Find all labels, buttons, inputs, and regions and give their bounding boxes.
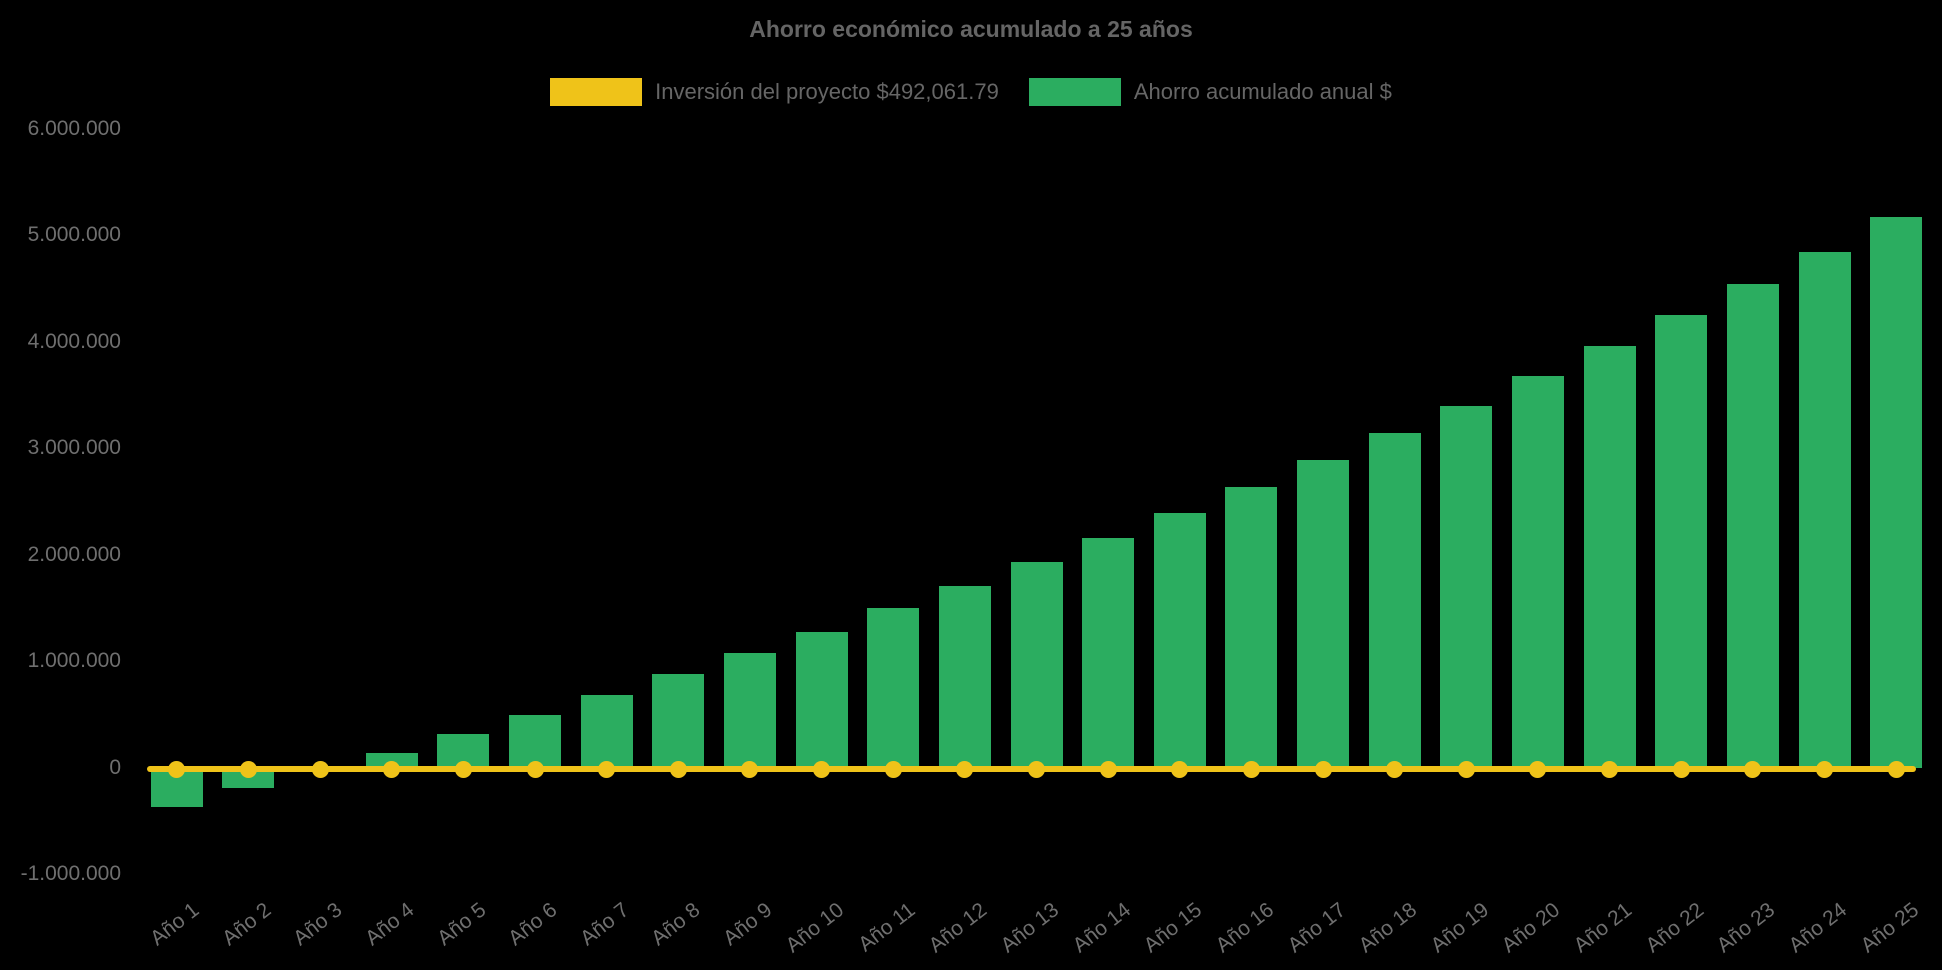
investment-line-marker [956,760,974,778]
investment-line-marker [884,760,902,778]
savings-bar [1010,561,1063,768]
x-axis-tick-label: Año 21 [1569,898,1637,958]
savings-bar [1368,433,1421,768]
y-axis-tick-label: 6.000.000 [27,117,121,140]
y-axis-tick-label: 1.000.000 [27,649,121,673]
investment-line-marker [598,760,616,778]
x-axis-tick-label: Año 7 [575,898,634,951]
savings-bar [795,631,848,768]
x-axis-tick-label: Año 10 [781,898,849,958]
x-axis-tick-label: Año 23 [1712,898,1780,958]
investment-line-marker [741,760,759,778]
savings-bar [222,767,275,789]
bar-series-swatch [1028,78,1121,106]
investment-line-marker [454,760,472,778]
savings-bar [1297,460,1350,768]
legend-item-investment: Inversión del proyecto $492,061.79 [550,78,999,106]
x-axis-tick-label: Año 15 [1139,898,1207,958]
x-axis-tick-label: Año 18 [1354,898,1422,958]
investment-line-marker [1314,760,1332,778]
x-axis-tick-label: Año 2 [217,898,276,951]
y-axis-tick-label: -1.000.000 [20,862,121,886]
y-axis-tick-label: 5.000.000 [27,223,121,247]
legend-label: Ahorro acumulado anual $ [1133,79,1392,104]
savings-bar [938,586,991,768]
investment-line-marker [168,760,186,778]
y-axis-tick-label: 4.000.000 [27,329,121,353]
x-axis-tick-label: Año 20 [1497,898,1565,958]
x-axis-tick-label: Año 16 [1211,898,1278,958]
savings-bar [1440,405,1493,768]
x-axis-tick-label: Año 25 [1856,898,1923,958]
x-axis-tick-label: Año 5 [432,898,490,951]
y-axis-tick-label: 0 [109,755,121,779]
investment-line-marker [311,760,329,778]
savings-bar [1726,284,1779,768]
investment-line-marker [1887,760,1905,778]
investment-line-marker [239,760,257,778]
y-axis-tick-label: 2.000.000 [27,542,121,566]
savings-bar [867,608,920,768]
y-axis-tick-label: 3.000.000 [27,436,121,460]
x-axis-tick-label: Año 6 [504,898,562,951]
savings-bar [1583,345,1636,768]
chart-legend: Inversión del proyecto $492,061.79 Ahorro… [0,78,1942,106]
investment-line-marker [1529,760,1547,778]
savings-bar [1655,315,1708,768]
savings-bar [1511,376,1564,768]
savings-bar [723,652,776,768]
investment-line-marker [1744,760,1762,778]
investment-line-marker [1171,760,1189,778]
investment-line-marker [1028,760,1045,778]
x-axis-tick-label: Año 19 [1426,898,1493,958]
x-axis-tick-label: Año 12 [924,898,992,958]
savings-bar [365,752,418,768]
x-axis-tick-label: Año 13 [996,898,1064,958]
investment-line-marker [669,760,687,778]
x-axis-tick-label: Año 17 [1282,898,1350,958]
x-axis-tick-label: Año 24 [1784,898,1852,958]
x-axis-tick-label: Año 1 [145,898,204,951]
chart-title: Ahorro económico acumulado a 25 años [749,16,1193,42]
investment-line-marker [526,760,544,778]
savings-bar [1153,513,1206,768]
investment-line-marker [1816,760,1834,778]
savings-bar [1225,487,1278,768]
x-axis-tick-label: Año 9 [719,898,777,951]
investment-line-marker [1099,760,1117,778]
x-axis-tick-label: Año 3 [289,898,347,951]
savings-bar [509,715,562,768]
legend-item-savings: Ahorro acumulado anual $ [1028,78,1392,106]
line-series-swatch [550,78,643,106]
savings-bar [1870,217,1923,768]
investment-line-marker [1672,760,1690,778]
savings-bar [1082,538,1135,768]
investment-line-marker [1601,760,1619,778]
legend-label: Inversión del proyecto $492,061.79 [655,79,999,104]
savings-bar [652,674,705,768]
investment-line-marker [1242,760,1260,778]
investment-line-marker [813,760,831,778]
x-axis-tick-label: Año 22 [1641,898,1708,958]
x-axis-tick-label: Año 11 [854,898,920,957]
investment-line-marker [1457,760,1475,778]
savings-bar [1798,251,1851,768]
x-axis-tick-label: Año 14 [1068,898,1135,958]
investment-line-marker [1386,760,1404,778]
savings-bar [580,695,633,768]
x-axis-tick-label: Año 4 [360,898,419,951]
x-axis-tick-label: Año 8 [647,898,705,951]
investment-line-marker [383,760,401,778]
